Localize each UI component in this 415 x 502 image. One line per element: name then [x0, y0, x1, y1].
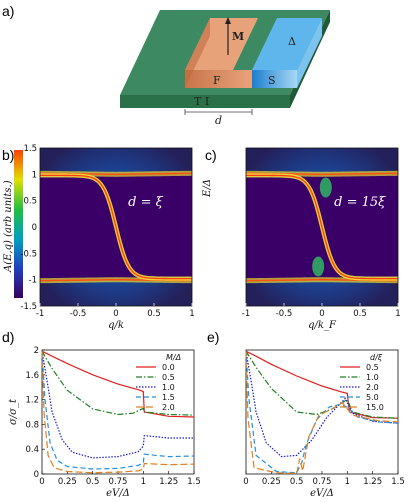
surface-state: [245, 174, 399, 280]
x-tick-label: 0.25: [58, 477, 77, 487]
spectral-plot-c: d = 15ξ -1 -0.5 0 0.5 1 q/k_F: [242, 147, 401, 331]
gap-label: Δ: [288, 35, 296, 48]
resonance-lower: [312, 256, 325, 277]
x-tick-label: 0: [243, 477, 248, 487]
s-front: [252, 70, 297, 88]
y-tick-label: 0: [32, 223, 37, 233]
x-axis-label: eV/Δ: [106, 488, 130, 499]
x-tick-label: 1: [395, 309, 400, 319]
legend-entry: 0.5: [366, 363, 379, 372]
x-tick-label: -0.5: [70, 309, 87, 319]
y-axis-label: E/Δ: [202, 179, 213, 198]
x-tick-label: 1.5: [187, 477, 201, 487]
x-tick-label: 1: [189, 309, 194, 319]
legend-entry: 0.0: [162, 363, 175, 372]
x-axis-label: eV/Δ: [310, 488, 334, 499]
legend-entry: 1.5: [162, 393, 175, 402]
series-line-15.0: [245, 351, 399, 475]
y-tick-label: -1.5: [20, 302, 37, 312]
legend-entry: 1.0: [366, 373, 379, 382]
x-tick-label: 0: [113, 309, 118, 319]
x-tick-label: 1: [345, 477, 350, 487]
y-tick-label: 0: [34, 470, 39, 480]
y-tick-label: 1.2: [25, 396, 39, 406]
panel-label-b: b): [2, 147, 14, 163]
f-front: [185, 70, 252, 88]
series-line-0.0: [41, 350, 195, 418]
y-tick-label: -1: [29, 276, 37, 286]
y-tick-label: 0.8: [25, 420, 39, 430]
legend-title: M/Δ: [166, 353, 181, 362]
panel-label-e: e): [207, 329, 219, 345]
x-tick-label: -1: [36, 309, 44, 319]
x-axis-label: q/k: [108, 320, 124, 331]
f-top: [185, 18, 258, 70]
surface-state: [39, 174, 193, 280]
legend-entry: 0.5: [162, 373, 175, 382]
width-label: d: [215, 114, 222, 127]
panel-label-c: c): [205, 147, 217, 163]
series-line-0.5: [41, 350, 195, 416]
x-tick-label: 1.25: [159, 477, 178, 487]
colorbar-label: A(E,q) (arb units.): [3, 180, 14, 273]
y-tick-label: -0.5: [20, 249, 37, 259]
y-tick-label: 1.6: [25, 371, 39, 381]
ti-label: T I: [194, 95, 209, 108]
x-tick-label: 0: [39, 477, 44, 487]
legend-entry: 2.0: [162, 403, 175, 412]
x-tick-label: 0.5: [147, 309, 161, 319]
panel-label-a: a): [2, 3, 14, 19]
y-axis-label: σ/σ_t: [8, 398, 19, 425]
series-line-1.0: [41, 351, 194, 459]
x-tick-label: 0.5: [353, 309, 367, 319]
s-side: [297, 18, 322, 88]
x-tick-label: 1: [141, 477, 146, 487]
y-tick-label: 0.5: [23, 197, 37, 207]
x-tick-label: 1.5: [391, 477, 405, 487]
x-tick-label: 0.75: [109, 477, 128, 487]
x-tick-label: 0.25: [262, 477, 281, 487]
x-tick-label: 0: [319, 309, 324, 319]
y-tick-label: 2: [34, 346, 39, 356]
x-tick-label: -0.5: [276, 309, 293, 319]
legend-entry: 2.0: [366, 383, 379, 392]
f-label: F: [213, 74, 221, 87]
x-tick-label: -1: [242, 309, 250, 319]
conductance-chart-e: 0 0.25 0.5 0.75 1 1.25 1.5eV/Δd/ξ0.51.02.05.01…: [243, 349, 405, 499]
x-tick-label: 0.5: [290, 477, 304, 487]
ti-front: [120, 95, 290, 108]
s-top: [252, 18, 322, 70]
series-line-0.5: [245, 350, 399, 419]
series-line-1.5: [41, 351, 195, 470]
x-tick-label: 0.75: [313, 477, 332, 487]
y-tick-label: 1.5: [23, 144, 37, 154]
plot-annotation: d = 15ξ: [334, 195, 386, 210]
colorbar: [14, 150, 23, 298]
legend-entry: 1.0: [162, 383, 175, 392]
y-tick-label: 1: [32, 170, 37, 180]
conductance-chart-d: 0 0.25 0.5 0.75 1 1.25 1.5 2 1.6 1.2 0.8 0.4 0 eV/Δ σ/…: [8, 346, 201, 499]
y-tick-label: 0.4: [25, 445, 39, 455]
s-label: S: [268, 74, 276, 87]
schematic: M Δ F S T I d: [120, 10, 330, 127]
spectral-plot-b: d = ξ-1 -0.5 0 0.5 11.510.50-0.5-1-1.5q/kE/Δ: [20, 144, 213, 331]
magnetization-label: M: [232, 30, 244, 43]
x-tick-label: 1.25: [363, 477, 382, 487]
legend-entry: 15.0: [366, 403, 384, 412]
plot-frame: [41, 349, 195, 475]
legend-entry: 5.0: [366, 393, 379, 402]
plot-annotation: d = ξ: [128, 195, 163, 210]
x-tick-label: 0.5: [86, 477, 100, 487]
resonance-upper: [319, 177, 332, 198]
legend-title: d/ξ: [370, 353, 383, 362]
x-axis-label: q/k_F: [308, 320, 337, 331]
panel-label-d: d): [2, 329, 14, 345]
